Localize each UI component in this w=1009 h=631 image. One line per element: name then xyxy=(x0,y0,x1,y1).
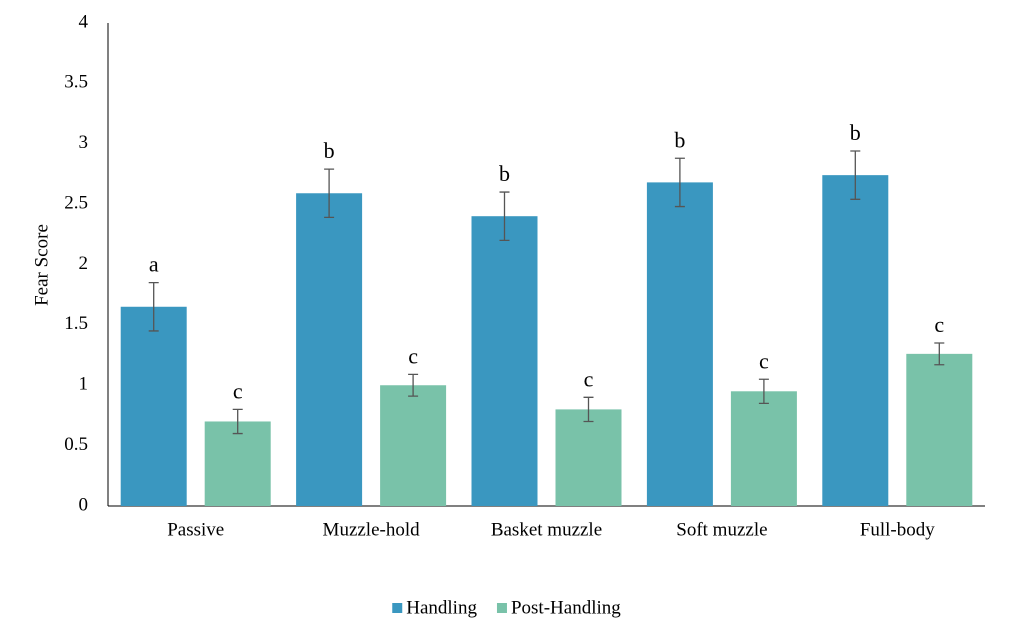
bar xyxy=(822,175,889,506)
error-bar xyxy=(934,342,945,366)
bar xyxy=(380,385,447,506)
bar xyxy=(646,182,713,506)
y-tick-label: 2 xyxy=(79,253,89,274)
x-tick-label: Passive xyxy=(167,519,224,540)
bar xyxy=(120,306,187,506)
error-bar xyxy=(499,191,510,241)
significance-label: c xyxy=(934,312,944,337)
y-tick-label: 1.5 xyxy=(64,313,88,334)
significance-label: c xyxy=(759,348,769,373)
error-bar xyxy=(324,168,335,219)
bar xyxy=(204,421,271,506)
y-tick-label: 3.5 xyxy=(64,72,88,93)
error-bar xyxy=(674,157,685,208)
x-tick-label: Full-body xyxy=(860,519,935,540)
legend-label: Post-Handling xyxy=(511,597,621,618)
y-tick-label: 0 xyxy=(79,494,89,515)
y-tick-label: 3 xyxy=(79,132,89,153)
x-tick-label: Muzzle-hold xyxy=(323,519,421,540)
significance-label: b xyxy=(674,127,685,152)
y-tick-label: 4 xyxy=(79,11,89,32)
bar xyxy=(730,391,797,506)
legend-swatch xyxy=(392,603,403,613)
significance-label: b xyxy=(499,161,510,186)
error-bar xyxy=(148,281,159,332)
bar xyxy=(296,193,363,506)
error-bar xyxy=(408,373,419,397)
error-bar xyxy=(758,378,769,405)
error-bar xyxy=(850,150,861,200)
x-tick-label: Soft muzzle xyxy=(676,519,767,540)
significance-label: c xyxy=(233,378,243,403)
error-bar xyxy=(583,396,594,423)
significance-label: c xyxy=(584,366,594,391)
bar xyxy=(555,409,622,506)
significance-label: a xyxy=(149,252,159,277)
bar xyxy=(906,353,973,506)
x-tick-label: Basket muzzle xyxy=(491,519,602,540)
y-axis-label: Fear Score xyxy=(31,224,52,306)
significance-label: b xyxy=(324,138,335,163)
legend-swatch xyxy=(496,603,507,613)
y-tick-label: 2.5 xyxy=(64,192,88,213)
bar xyxy=(471,216,538,506)
y-tick-label: 0.5 xyxy=(64,434,88,455)
error-bar xyxy=(232,408,243,435)
significance-label: b xyxy=(850,120,861,145)
y-tick-label: 1 xyxy=(79,374,89,395)
significance-label: c xyxy=(408,343,418,368)
legend-label: Handling xyxy=(406,597,477,618)
